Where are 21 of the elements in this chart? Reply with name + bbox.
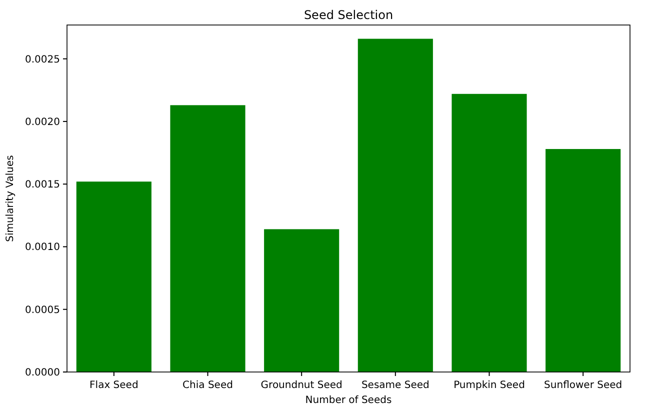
x-tick-label: Sunflower Seed (544, 380, 622, 391)
y-tick-label: 0.0015 (25, 180, 60, 191)
bar (452, 94, 527, 372)
y-tick-label: 0.0025 (25, 54, 60, 66)
x-tick-label: Sesame Seed (361, 380, 430, 391)
x-axis-title: Number of Seeds (305, 395, 392, 406)
x-tick-label: Pumpkin Seed (454, 380, 525, 391)
x-tick-label: Chia Seed (182, 380, 233, 391)
y-tick-label: 0.0000 (25, 368, 60, 378)
bar (546, 149, 621, 372)
bar (358, 38, 433, 372)
chart-title: Seed Selection (304, 8, 394, 22)
x-tick-label: Flax Seed (90, 380, 138, 391)
y-tick-label: 0.0010 (25, 242, 60, 254)
y-tick-label: 0.0020 (25, 116, 60, 128)
bar (76, 182, 152, 372)
bar (170, 105, 246, 372)
x-tick-label: Groundnut Seed (260, 380, 342, 391)
y-axis-title: Simularity Values (5, 155, 16, 242)
bar (264, 229, 340, 372)
y-tick-label: 0.0005 (25, 304, 60, 316)
